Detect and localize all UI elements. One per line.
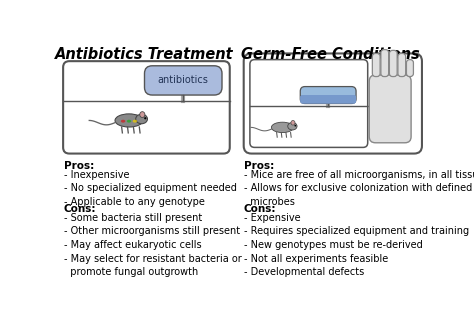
Text: antibiotics: antibiotics — [158, 76, 209, 85]
FancyBboxPatch shape — [244, 53, 422, 153]
Ellipse shape — [127, 120, 131, 123]
Ellipse shape — [133, 120, 137, 123]
Text: Pros:: Pros: — [244, 161, 274, 171]
FancyBboxPatch shape — [398, 53, 406, 77]
Ellipse shape — [115, 114, 143, 127]
FancyBboxPatch shape — [145, 66, 222, 95]
Text: Cons:: Cons: — [244, 204, 276, 215]
Text: - Expensive
- Requires specialized equipment and training
- New genotypes must b: - Expensive - Requires specialized equip… — [244, 213, 469, 277]
Text: - Some bacteria still present
- Other microorganisms still present
- May affect : - Some bacteria still present - Other mi… — [64, 213, 242, 277]
FancyBboxPatch shape — [373, 53, 380, 77]
FancyBboxPatch shape — [250, 60, 368, 148]
Text: Cons:: Cons: — [64, 204, 96, 215]
FancyBboxPatch shape — [406, 60, 413, 77]
Text: - Mice are free of all microorganisms, in all tissues
- Allows for exclusive col: - Mice are free of all microorganisms, i… — [244, 170, 474, 207]
FancyBboxPatch shape — [390, 50, 397, 77]
FancyBboxPatch shape — [381, 50, 389, 77]
Circle shape — [294, 125, 296, 126]
Ellipse shape — [272, 122, 293, 133]
Ellipse shape — [136, 114, 147, 124]
Ellipse shape — [291, 120, 295, 125]
FancyBboxPatch shape — [369, 75, 411, 143]
Text: Germ-Free Conditions: Germ-Free Conditions — [241, 47, 420, 62]
FancyBboxPatch shape — [300, 95, 356, 104]
Circle shape — [144, 117, 146, 119]
Ellipse shape — [121, 120, 125, 123]
FancyBboxPatch shape — [300, 95, 356, 104]
Text: - Inexpensive
- No specialized equipment needed
- Applicable to any genotype: - Inexpensive - No specialized equipment… — [64, 170, 237, 207]
FancyBboxPatch shape — [63, 61, 230, 153]
FancyBboxPatch shape — [300, 86, 356, 104]
Text: Antibiotics Treatment: Antibiotics Treatment — [55, 47, 234, 62]
Ellipse shape — [288, 122, 297, 130]
Ellipse shape — [140, 112, 145, 117]
Text: Pros:: Pros: — [64, 161, 94, 171]
